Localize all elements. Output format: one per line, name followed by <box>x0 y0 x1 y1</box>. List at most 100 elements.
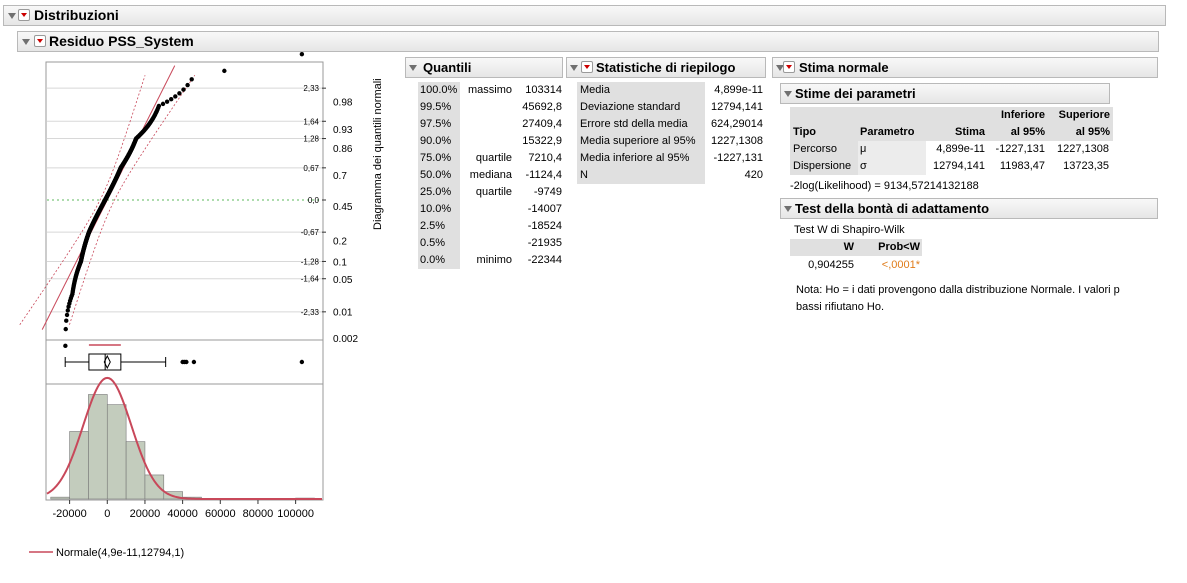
z-tick-label: -2,33 <box>301 308 320 317</box>
col-inferiore: Inferiore <box>1000 109 1045 121</box>
distribuzioni-header[interactable]: Distribuzioni <box>3 5 1166 26</box>
quantile-value: -9749 <box>533 186 562 198</box>
disclosure-triangle-icon[interactable] <box>784 206 792 212</box>
stime-table: Inferiore Superiore Tipo Parametro Stima… <box>790 107 1115 195</box>
z-tick-label: 0,67 <box>303 164 319 173</box>
histogram-bar <box>88 394 108 500</box>
data-point <box>160 101 166 107</box>
test-bonta-header[interactable]: Test della bontà di adattamento <box>780 198 1158 219</box>
quantile-pct: 50.0% <box>420 169 452 181</box>
quantile-pct: 99.5% <box>420 101 452 113</box>
quantile-label: mediana <box>469 169 512 181</box>
disclosure-triangle-icon[interactable] <box>570 65 578 71</box>
table-cell: σ <box>860 160 867 172</box>
col-inferiore-2: al 95% <box>1010 126 1045 138</box>
p-tick-label: 0.7 <box>333 171 347 182</box>
data-point <box>64 318 69 323</box>
quantile-points <box>63 51 305 349</box>
quantile-pct: 0.0% <box>420 254 446 266</box>
quantile-axis-ticks: 2,33 1,64 1,28 0,67 0,0 -0,67 -1,28 -1,64 -2,33 0… <box>301 84 359 345</box>
outlier-point <box>191 359 197 365</box>
quantile-label: quartile <box>475 152 512 164</box>
mean-diamond <box>103 354 111 370</box>
red-triangle-menu-icon[interactable] <box>783 61 795 73</box>
stat-value: 420 <box>744 169 763 181</box>
table-cell: Percorso <box>793 143 838 155</box>
disclosure-triangle-icon[interactable] <box>409 65 417 71</box>
statistiche-table: Media 4,899e-11 Deviazione standard 12794,1… <box>577 82 767 187</box>
w-value: 0,904255 <box>808 259 854 271</box>
disclosure-triangle-icon[interactable] <box>22 39 30 45</box>
stat-label: Media inferiore al 95% <box>580 152 690 164</box>
loglik-text: -2log(Likelihood) = 9134,57214132188 <box>790 180 979 192</box>
red-triangle-menu-icon[interactable] <box>34 35 46 47</box>
z-tick-label: 1,64 <box>303 117 319 126</box>
col-prob-w: Prob<W <box>878 241 920 253</box>
z-tick-label: -1,28 <box>301 257 320 266</box>
stat-label: Deviazione standard <box>580 101 681 113</box>
table-cell: μ <box>860 143 867 155</box>
stat-label: Errore std della media <box>580 118 688 130</box>
statistiche-header[interactable]: Statistiche di riepilogo <box>566 57 766 78</box>
quantile-value: -21935 <box>527 237 562 249</box>
shapiro-wilk-title: Test W di Shapiro-Wilk <box>794 224 905 236</box>
quantile-value: 45692,8 <box>522 101 562 113</box>
quantili-header[interactable]: Quantili <box>405 57 563 78</box>
quantile-pct: 0.5% <box>420 237 446 249</box>
p-value: <,0001* <box>881 259 920 271</box>
p-tick-label: 0.2 <box>333 236 347 247</box>
histogram-bar <box>50 496 70 500</box>
quantile-value: -1124,4 <box>525 169 563 181</box>
x-tick-label: 40000 <box>167 508 198 520</box>
p-tick-label: 0.86 <box>333 144 353 155</box>
red-triangle-menu-icon[interactable] <box>581 61 593 73</box>
p-tick-label: 0.93 <box>333 125 353 136</box>
stima-normale-header[interactable]: Stima normale <box>772 57 1158 78</box>
histogram-bar <box>144 474 165 500</box>
x-tick-label: 100000 <box>277 508 314 520</box>
col-tipo: Tipo <box>793 126 817 138</box>
disclosure-triangle-icon[interactable] <box>776 65 784 71</box>
stat-label: Media superiore al 95% <box>580 135 696 147</box>
col-w: W <box>843 241 854 253</box>
quantile-value: -14007 <box>527 203 562 215</box>
stime-parametri-header[interactable]: Stime dei parametri <box>780 83 1110 104</box>
p-tick-label: 0.98 <box>333 97 353 108</box>
p-tick-label: 0.1 <box>333 258 347 269</box>
red-triangle-menu-icon[interactable] <box>18 9 30 21</box>
disclosure-triangle-icon[interactable] <box>784 91 792 97</box>
z-tick-label: -1,64 <box>301 275 320 284</box>
outlier-point <box>184 359 189 365</box>
histogram-bar <box>69 431 89 500</box>
x-tick-label: 80000 <box>243 508 274 520</box>
z-tick-label: 0,0 <box>308 196 320 205</box>
stat-label: Media <box>580 84 610 96</box>
data-point <box>185 82 190 88</box>
quantile-value: -22344 <box>527 254 562 266</box>
outlier-point <box>299 359 305 365</box>
x-tick-label: 0 <box>104 508 110 520</box>
residuo-header[interactable]: Residuo PSS_System <box>17 31 1159 52</box>
quantile-pct: 75.0% <box>420 152 452 164</box>
stima-normale-title: Stima normale <box>799 60 889 75</box>
p-tick-label: 0.01 <box>333 308 353 319</box>
quantile-pct: 100.0% <box>420 84 458 96</box>
histogram-bar <box>106 404 127 500</box>
data-point <box>169 96 174 102</box>
test-bonta-title: Test della bontà di adattamento <box>795 201 990 216</box>
table-cell: 4,899e-11 <box>936 143 985 155</box>
quantile-pct: 10.0% <box>420 203 452 215</box>
data-point <box>63 343 68 349</box>
distribution-plot: 2,33 1,64 1,28 0,67 0,0 -0,67 -1,28 -1,64 -2,33 0… <box>19 51 384 559</box>
stat-value: 4,899e-11 <box>714 84 763 96</box>
x-tick-label: -20000 <box>52 508 86 520</box>
quantili-table: 100.0% massimo 103314 99.5% 45692,8 97.5% 2740… <box>418 82 568 272</box>
x-tick-label: 60000 <box>205 508 236 520</box>
quantile-label: quartile <box>475 186 512 198</box>
z-tick-label: 1,28 <box>303 135 319 144</box>
p-tick-label: 0.45 <box>333 202 353 213</box>
quantile-axis-label: Diagramma dei quantili normali <box>372 78 384 230</box>
stat-value: 624,29014 <box>711 118 763 130</box>
quantile-value: 103314 <box>525 84 562 96</box>
disclosure-triangle-icon[interactable] <box>8 13 16 19</box>
